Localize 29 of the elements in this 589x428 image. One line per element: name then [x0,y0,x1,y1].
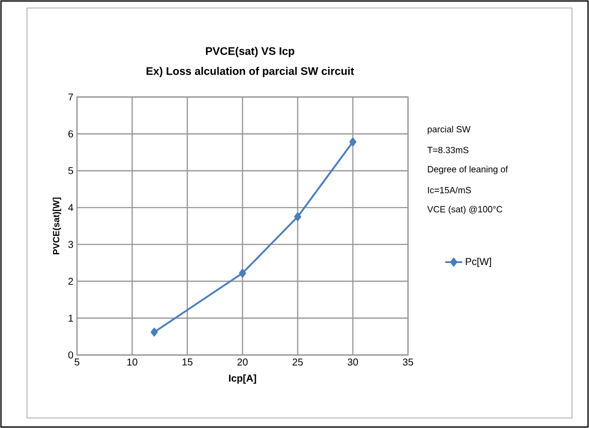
x-tick-label: 20 [237,358,248,366]
y-tick-label: 3 [68,240,74,248]
x-axis-title: Icp[A] [229,374,256,384]
x-tick-label: 25 [292,358,303,366]
x-tick-label: 15 [182,358,192,366]
text: Degree of leaning of [428,166,508,174]
point [238,268,246,278]
x-tick-label: 35 [402,358,414,366]
y-axis-title: PVCE(sat)[W] [52,198,62,254]
y-tick-label: 5 [68,167,74,174]
x-tick-label: 5 [74,358,80,366]
text: parcial SW [428,126,471,134]
y-tick-label: 4 [68,204,74,211]
text: VCE (sat) @100°C [427,206,502,214]
y-tick-label: 0 [68,351,74,359]
y-tick-label: 6 [68,130,74,138]
x-tick-label: 30 [348,358,358,366]
chart-subtitle: Ex) Loss alculation of parcial SW circuit [146,66,354,78]
text: T=8.33mS [427,146,468,154]
chart-title: PVCE(sat) VS Icp [206,46,294,58]
point [150,328,158,337]
x-tick-label: 10 [127,358,138,366]
y-tick-label: 2 [68,278,73,285]
y-tick-label: 7 [68,94,73,100]
y-tick-label: 1 [68,314,74,322]
legend-label: Pc[W] [466,258,491,268]
text: Ic=15A/mS [428,186,471,194]
point [294,212,302,222]
point [349,138,356,146]
